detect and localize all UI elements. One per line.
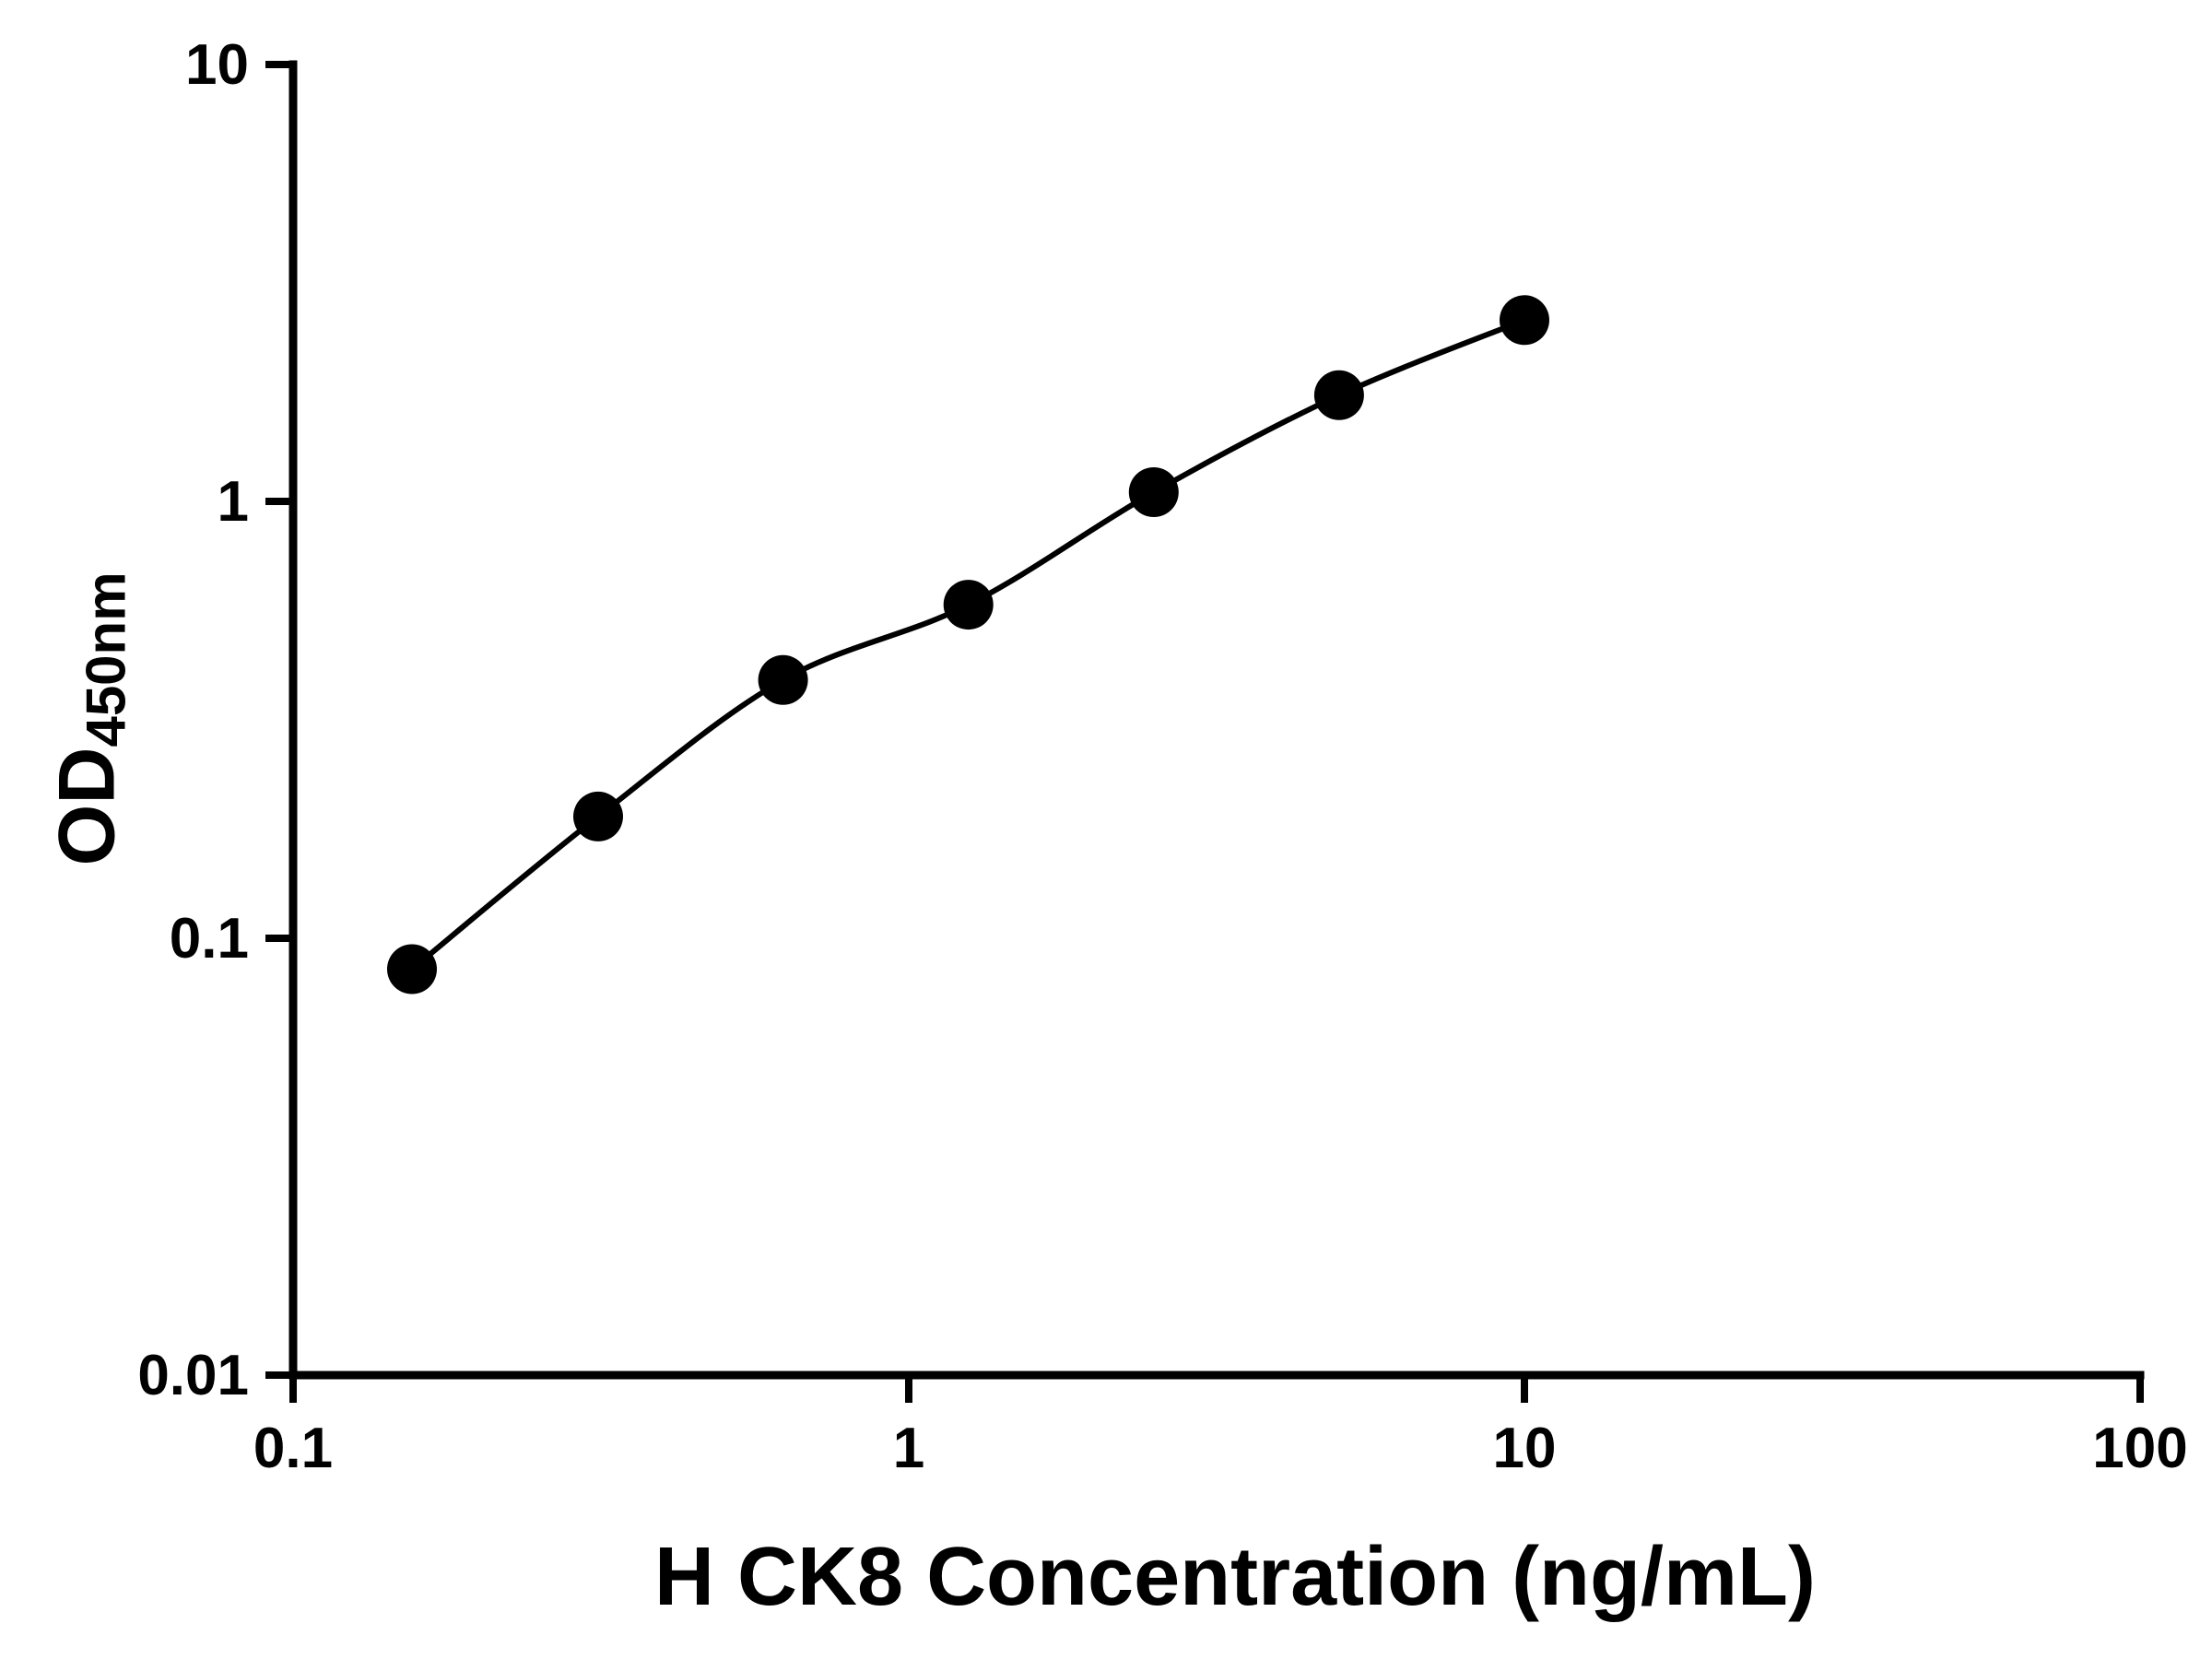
data-point	[387, 944, 437, 994]
y-tick-label: 0.01	[137, 1344, 249, 1407]
x-axis-label: H CK8 Concentration (ng/mL)	[654, 1531, 1816, 1623]
x-tick-label: 100	[2092, 1417, 2187, 1480]
data-point	[1500, 295, 1549, 346]
fit-curve	[410, 317, 1526, 971]
x-tick-label: 10	[1493, 1417, 1557, 1480]
data-point	[758, 654, 808, 705]
data-point	[573, 791, 623, 841]
x-tick-label: 0.1	[253, 1417, 333, 1480]
x-tick-label: 1	[893, 1417, 924, 1480]
y-axis-label: OD450nm	[42, 571, 137, 866]
data-point	[943, 580, 994, 630]
data-point	[1313, 370, 1364, 420]
y-axis-label-subscript: 450nm	[75, 571, 137, 747]
y-tick-label: 0.1	[170, 907, 249, 971]
y-tick-label: 10	[185, 33, 249, 97]
y-axis-label-main: OD	[42, 747, 132, 866]
y-tick-label: 1	[218, 470, 249, 534]
data-point	[1128, 467, 1179, 517]
